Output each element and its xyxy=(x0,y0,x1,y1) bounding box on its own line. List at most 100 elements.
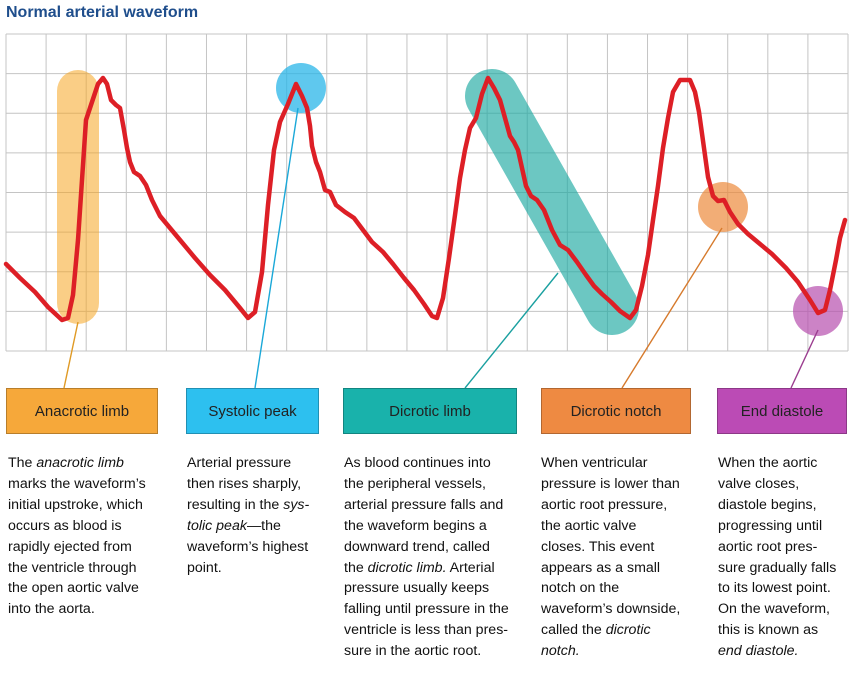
description-line: tolic peak—the xyxy=(187,516,337,537)
description-line: arterial pressure falls and xyxy=(344,495,534,516)
description-text: sure in the aortic root. xyxy=(344,643,482,660)
description-text: pressure is lower than xyxy=(541,475,680,492)
description-text: ventricle is less than pres- xyxy=(344,622,509,639)
description-line: waveform’s downside, xyxy=(541,599,711,620)
description-line: closes. This event xyxy=(541,537,711,558)
anacrotic-description: The anacrotic limb marks the waveform’s in… xyxy=(8,453,168,620)
description-text: On the waveform, xyxy=(718,601,830,618)
description-text: then rises sharply, xyxy=(187,475,302,492)
description-text: this is known as xyxy=(718,622,819,639)
description-text: called the xyxy=(541,622,606,639)
description-text: valve closes, xyxy=(718,475,800,492)
description-text: end diastole. xyxy=(718,643,799,660)
description-line: notch on the xyxy=(541,578,711,599)
systolic-highlight xyxy=(276,63,326,113)
description-text: occurs as blood is xyxy=(8,517,122,534)
description-line: On the waveform, xyxy=(718,599,848,620)
description-text: waveform’s highest xyxy=(187,538,309,555)
description-line: rapidly ejected from xyxy=(8,537,168,558)
dicrotic-limb-highlight xyxy=(465,69,639,335)
description-line: When the aortic xyxy=(718,453,848,474)
description-line: falling until pressure in the xyxy=(344,599,534,620)
description-line: When ventricular xyxy=(541,453,711,474)
description-line: aortic root pressure, xyxy=(541,495,711,516)
description-line: the ventricle through xyxy=(8,558,168,579)
description-line: end diastole. xyxy=(718,641,848,662)
description-line: to its lowest point. xyxy=(718,578,848,599)
description-line: then rises sharply, xyxy=(187,474,337,495)
description-line: valve closes, xyxy=(718,474,848,495)
description-text: diastole begins, xyxy=(718,496,817,513)
description-line: downward trend, called xyxy=(344,537,534,558)
description-text: marks the waveform’s xyxy=(8,475,146,492)
description-text: notch on the xyxy=(541,580,620,597)
anacrotic-leader xyxy=(63,321,79,389)
description-text: dicrotic xyxy=(605,622,651,639)
description-text: the aortic valve xyxy=(541,517,637,534)
waveform-line xyxy=(3,75,848,323)
systolic-leader xyxy=(254,107,299,389)
description-line: The anacrotic limb xyxy=(8,453,168,474)
description-text: aortic root pres- xyxy=(718,538,818,555)
description-text: Arterial pressure xyxy=(187,455,292,471)
description-line: the dicrotic limb. Arterial xyxy=(344,558,534,579)
description-text: sys- xyxy=(283,496,310,513)
description-text: As blood continues into xyxy=(344,455,491,471)
description-text: rapidly ejected from xyxy=(8,538,132,555)
description-line: initial upstroke, which xyxy=(8,495,168,516)
description-line: sure gradually falls xyxy=(718,558,848,579)
description-text: sure gradually falls xyxy=(718,559,837,576)
description-text: closes. This event xyxy=(541,538,655,555)
description-line: ventricle is less than pres- xyxy=(344,620,534,641)
description-text: the ventricle through xyxy=(8,559,137,576)
description-text: tolic peak xyxy=(187,517,247,534)
description-text: resulting in the xyxy=(187,496,284,513)
description-line: As blood continues into xyxy=(344,453,534,474)
description-line: notch. xyxy=(541,641,711,662)
leader-lines xyxy=(63,107,819,389)
description-text: downward trend, called xyxy=(344,538,490,555)
end-diastole-label: End diastole xyxy=(717,388,847,434)
end-diastole-leader xyxy=(790,329,819,389)
description-line: into the aorta. xyxy=(8,599,168,620)
description-line: resulting in the sys- xyxy=(187,495,337,516)
dicrotic-limb-leader xyxy=(464,272,559,389)
dicrotic-notch-description: When ventricular pressure is lower than ao… xyxy=(541,453,711,662)
description-line: this is known as xyxy=(718,620,848,641)
description-line: pressure is lower than xyxy=(541,474,711,495)
anacrotic-label: Anacrotic limb xyxy=(6,388,158,434)
dicrotic-notch-leader xyxy=(621,227,723,389)
anacrotic-highlight xyxy=(57,70,99,324)
description-text: progressing until xyxy=(718,517,823,534)
description-line: progressing until xyxy=(718,516,848,537)
description-text: anacrotic limb xyxy=(36,455,124,471)
description-line: pressure usually keeps xyxy=(344,578,534,599)
description-text: The xyxy=(8,455,37,471)
description-text: initial upstroke, which xyxy=(8,496,143,513)
description-text: point. xyxy=(187,559,222,576)
description-line: the waveform begins a xyxy=(344,516,534,537)
end-diastole-description: When the aortic valve closes, diastole beg… xyxy=(718,453,848,662)
description-text: notch. xyxy=(541,643,580,660)
description-line: appears as a small xyxy=(541,558,711,579)
description-line: diastole begins, xyxy=(718,495,848,516)
systolic-description: Arterial pressure then rises sharply, resu… xyxy=(187,453,337,578)
dicrotic-limb-description: As blood continues into the peripheral ve… xyxy=(344,453,534,662)
page-title: Normal arterial waveform xyxy=(6,4,199,21)
systolic-label: Systolic peak xyxy=(186,388,319,434)
description-line: the open aortic valve xyxy=(8,578,168,599)
description-text: arterial pressure falls and xyxy=(344,496,504,513)
description-text: the xyxy=(344,559,368,576)
description-text: —the xyxy=(246,517,281,534)
description-line: point. xyxy=(187,558,337,579)
description-text: waveform’s downside, xyxy=(541,601,681,618)
dicrotic-limb-label: Dicrotic limb xyxy=(343,388,517,434)
description-line: the aortic valve xyxy=(541,516,711,537)
description-text: to its lowest point. xyxy=(718,580,831,597)
description-text: When ventricular xyxy=(541,455,648,471)
description-text: into the aorta. xyxy=(8,601,95,618)
description-line: waveform’s highest xyxy=(187,537,337,558)
description-text: appears as a small xyxy=(541,559,661,576)
description-text: the open aortic valve xyxy=(8,580,139,597)
